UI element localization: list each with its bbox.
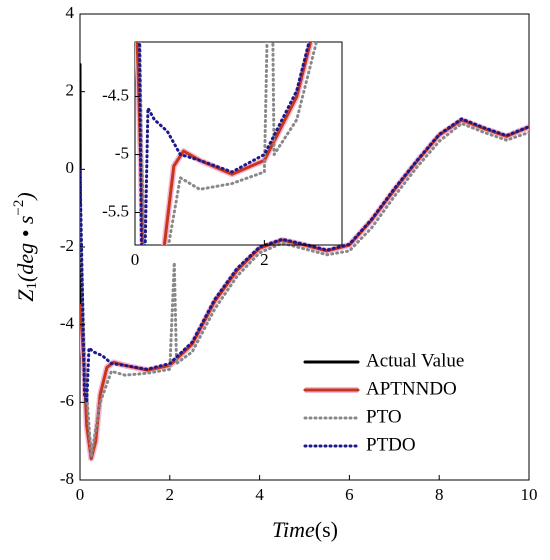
y-label-sub: 1 bbox=[24, 282, 40, 290]
y-label-unit: (deg • s bbox=[13, 216, 38, 282]
inset-frame bbox=[134, 41, 343, 246]
legend-label: APTNNDO bbox=[366, 378, 457, 399]
legend-box bbox=[300, 343, 525, 473]
y-tick-label: -8 bbox=[60, 469, 74, 488]
main-lines bbox=[80, 62, 529, 462]
legend-label: PTO bbox=[366, 406, 402, 427]
x-axis-label: Time(s) bbox=[272, 517, 338, 542]
legend: Actual Value APTNNDO PTO PTDO bbox=[303, 350, 464, 455]
x-label-main: Time bbox=[272, 517, 315, 542]
legend-label: Actual Value bbox=[366, 350, 464, 371]
y-tick-label: -4.5 bbox=[102, 85, 129, 104]
x-tick-label: 10 bbox=[521, 485, 538, 504]
y-tick-label: -4 bbox=[60, 314, 75, 333]
y-label-close: ) bbox=[13, 192, 38, 201]
series-line bbox=[80, 117, 529, 404]
y-tick-label: -6 bbox=[60, 391, 74, 410]
x-tick-label: 2 bbox=[166, 485, 175, 504]
y-tick-label: -5.5 bbox=[102, 201, 129, 220]
series-line bbox=[80, 122, 529, 459]
x-tick-label: 0 bbox=[131, 250, 140, 269]
series-line bbox=[137, 42, 311, 245]
y-tick-label: -5 bbox=[115, 143, 129, 162]
x-tick-label: 0 bbox=[76, 485, 85, 504]
y-tick-label: 2 bbox=[66, 81, 75, 100]
x-label-unit: (s) bbox=[315, 517, 338, 542]
x-tick-label: 4 bbox=[255, 485, 264, 504]
y-tick-label: -2 bbox=[60, 236, 74, 255]
x-tick-label: 6 bbox=[345, 485, 354, 504]
y-axis-label: Z1(deg • s−2) bbox=[11, 192, 40, 301]
x-tick-label: 2 bbox=[260, 250, 269, 269]
y-label-base: Z bbox=[13, 289, 38, 302]
y-label-sup: −2 bbox=[11, 200, 27, 216]
legend-label: PTDO bbox=[366, 434, 416, 455]
inset-lines bbox=[135, 42, 318, 245]
x-tick-label: 8 bbox=[435, 485, 444, 504]
y-tick-label: 4 bbox=[66, 3, 75, 22]
y-tick-label: 0 bbox=[66, 158, 75, 177]
